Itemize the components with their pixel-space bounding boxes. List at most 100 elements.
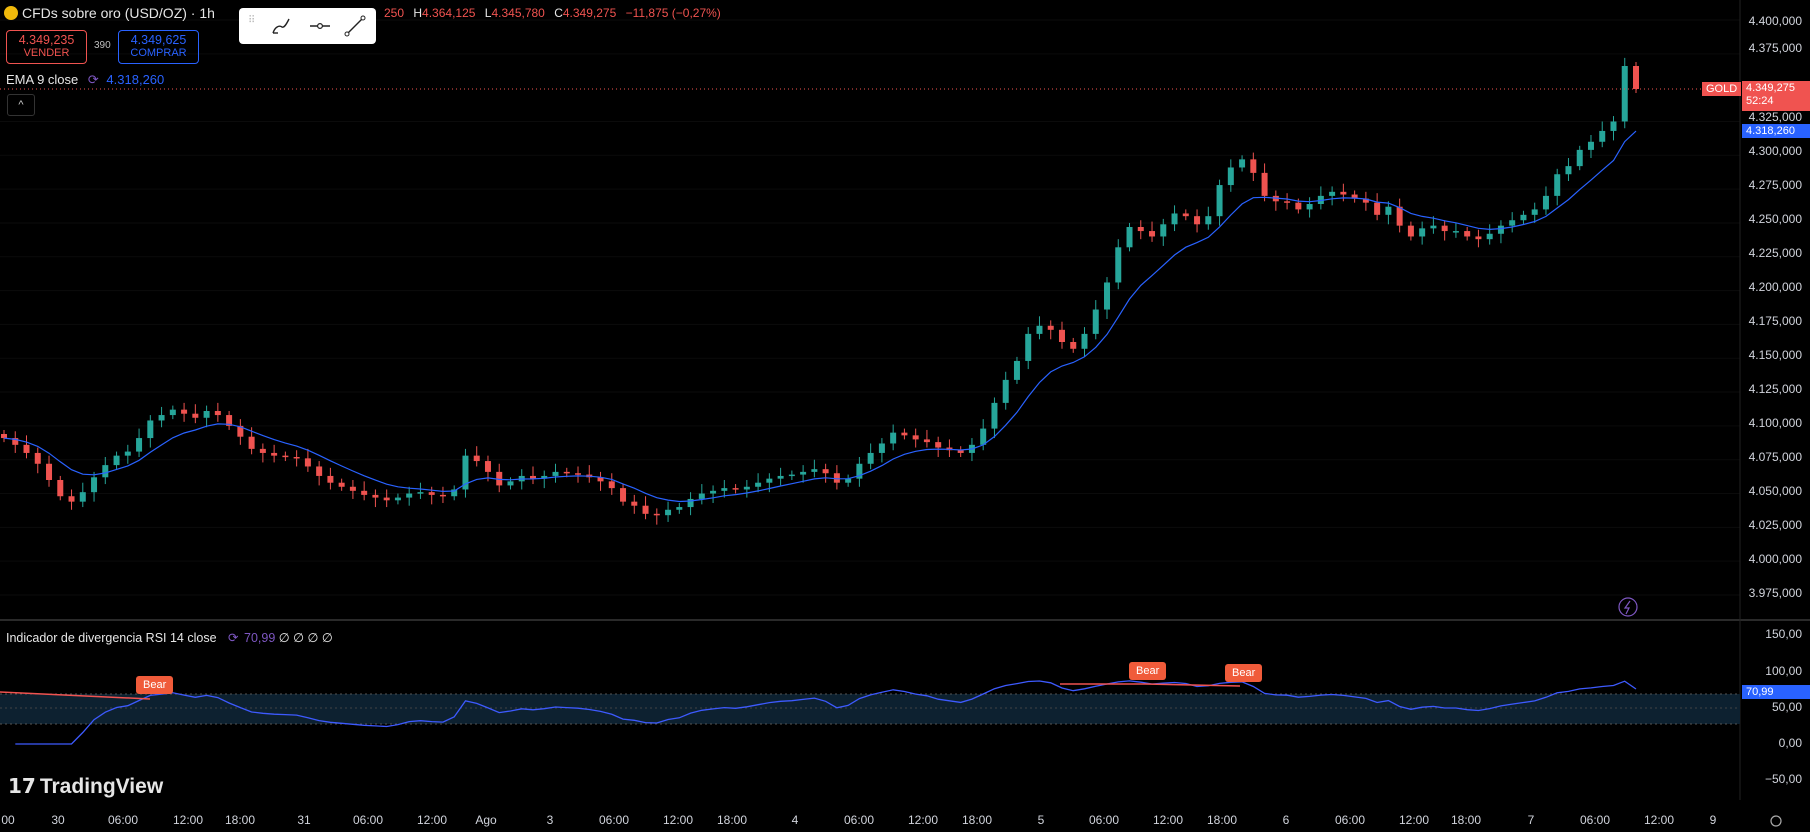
candle-body — [755, 482, 762, 487]
ema-legend-value: 4.318,260 — [106, 72, 165, 87]
trend-line-icon[interactable] — [343, 15, 367, 37]
candle-body — [259, 448, 266, 453]
candle-body — [1002, 379, 1009, 403]
candle-body — [676, 507, 683, 510]
time-axis-label: 5 — [1037, 813, 1045, 827]
candle-body — [462, 455, 469, 490]
candle-body — [34, 452, 41, 464]
rsi-line — [15, 680, 1637, 745]
candle-body — [496, 471, 503, 486]
candle-body — [124, 451, 131, 456]
candle-body — [777, 475, 784, 479]
ohlc-open-partial: 250 — [384, 6, 405, 20]
price-axis-label: 4.125,000 — [1748, 382, 1802, 396]
candle-body — [1362, 198, 1369, 203]
candle-body — [293, 457, 300, 459]
rsi-legend-value: 70,99 — [244, 631, 276, 645]
horizontal-line-icon[interactable] — [308, 15, 332, 37]
candle-body — [12, 438, 19, 445]
candle-body — [935, 442, 942, 448]
brush-icon[interactable] — [269, 15, 293, 37]
candle-body — [980, 428, 987, 445]
candle-body — [1497, 225, 1504, 234]
candle-body — [1081, 333, 1088, 349]
candle-body — [845, 478, 852, 483]
candle-body — [361, 490, 368, 495]
spread-value: 390 — [94, 40, 111, 51]
candle-body — [867, 452, 874, 464]
ema-price-tag: 4.318,260 — [1742, 124, 1810, 138]
candle-body — [226, 415, 233, 426]
candle-body — [68, 496, 75, 502]
time-axis-label: 12:00 — [1398, 813, 1430, 827]
ohlc-low: 4.345,780 — [491, 6, 545, 20]
candle-body — [1441, 225, 1448, 232]
sell-button[interactable]: 4.349,235 VENDER — [6, 30, 87, 64]
refresh-icon[interactable]: ⟳ — [228, 631, 239, 645]
candle-body — [1160, 224, 1167, 237]
price-axis-label: 4.400,000 — [1748, 14, 1802, 28]
candle-body — [451, 489, 458, 497]
candle-body — [642, 505, 649, 514]
candle-body — [1284, 201, 1291, 203]
price-axis-label: 3.975,000 — [1748, 586, 1802, 600]
candle-body — [372, 494, 379, 498]
candle-body — [1419, 228, 1426, 237]
drawing-toolbar[interactable]: ⠿ — [239, 8, 376, 44]
price-grid — [0, 19, 1740, 596]
candle-body — [698, 493, 705, 499]
ohlc-high-key: H — [413, 6, 423, 20]
time-axis-label: 06:00 — [843, 813, 875, 827]
buy-button[interactable]: 4.349,625 COMPRAR — [118, 30, 199, 64]
drag-handle-icon[interactable]: ⠿ — [248, 15, 256, 26]
candle-body — [541, 475, 548, 479]
time-axis-label: 12:00 — [172, 813, 204, 827]
time-axis-label: Ago — [475, 813, 497, 827]
time-axis-label: 30 — [51, 813, 65, 827]
candle-body — [856, 463, 863, 479]
time-axis-label: 3 — [546, 813, 554, 827]
price-axis-label: 4.325,000 — [1748, 110, 1802, 124]
rsi-axis-label: −50,00 — [1764, 772, 1802, 786]
ema-legend[interactable]: EMA 9 close ⟳ 4.318,260 — [6, 72, 164, 88]
tradingview-mark-icon: 𝟭𝟳 — [8, 776, 36, 798]
candle-body — [1047, 325, 1054, 330]
candle-body — [248, 436, 255, 449]
time-axis-label: 9 — [1709, 813, 1717, 827]
price-axis-label: 4.175,000 — [1748, 314, 1802, 328]
candle-body — [608, 481, 615, 489]
refresh-icon[interactable]: ⟳ — [87, 72, 99, 87]
symbol-tag: GOLD — [1702, 82, 1742, 96]
candle-body — [203, 411, 210, 418]
candle-body — [529, 475, 536, 479]
candle-body — [1610, 121, 1617, 131]
candle-body — [957, 450, 964, 453]
collapse-legend-button[interactable]: ^ — [7, 94, 35, 116]
candle-body — [631, 501, 638, 506]
candle-body — [1452, 231, 1459, 233]
candle-body — [1205, 216, 1212, 225]
candle-body — [507, 481, 514, 486]
candle-body — [1486, 233, 1493, 240]
candle-body — [878, 443, 885, 453]
candle-body — [1013, 360, 1020, 380]
candle-body — [923, 439, 930, 443]
time-axis-label: 06:00 — [1334, 813, 1366, 827]
rsi-band — [0, 694, 1740, 724]
rsi-legend[interactable]: Indicador de divergencia RSI 14 close ⟳ … — [6, 630, 333, 645]
candle-body — [1182, 213, 1189, 217]
candle-body — [1407, 225, 1414, 237]
tradingview-logo[interactable]: 𝟭𝟳 TradingView — [8, 774, 163, 799]
candle-body — [1025, 333, 1032, 361]
last-price-tag-value: 4.349,275 — [1746, 82, 1795, 94]
symbol-title[interactable]: CFDs sobre oro (USD/OZ) · 1h — [4, 5, 215, 21]
candle-body — [349, 486, 356, 491]
time-axis-label: 06:00 — [1088, 813, 1120, 827]
candle-body — [417, 492, 424, 494]
candle-body — [1542, 195, 1549, 210]
ema-legend-label: EMA 9 close — [6, 72, 79, 87]
candle-body — [732, 488, 739, 490]
candle-body — [1149, 231, 1156, 237]
candle-body — [237, 425, 244, 437]
